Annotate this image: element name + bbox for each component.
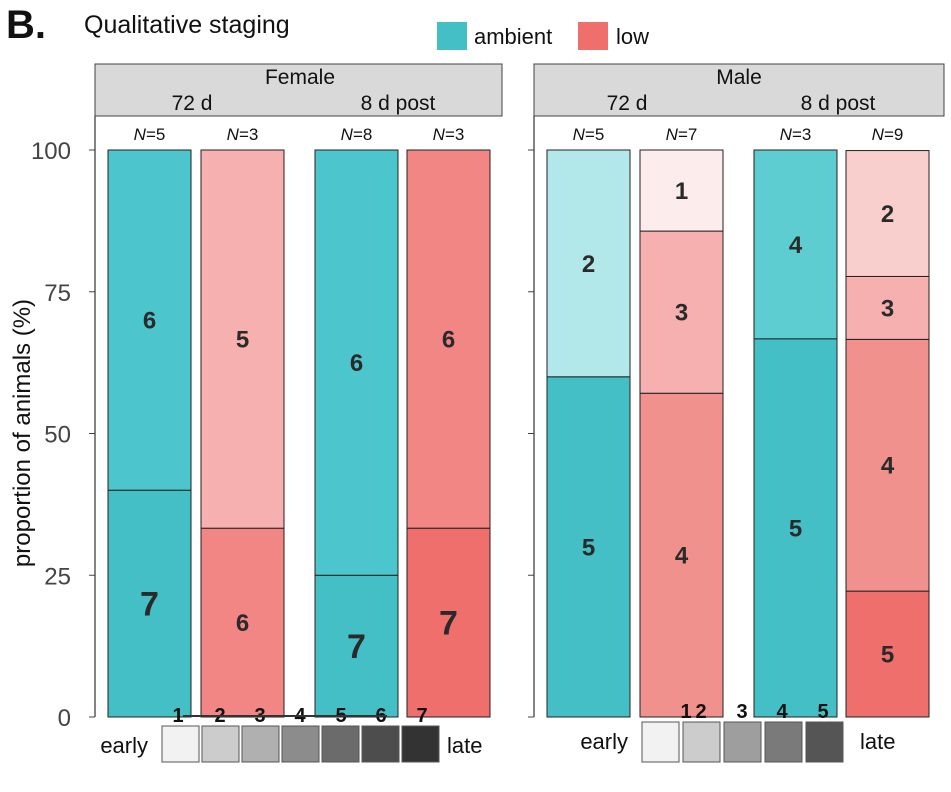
stage-scale-late-label: late [860,729,895,754]
sample-size-label: N=3 [227,125,259,144]
bar-segment-stage-label: 5 [582,534,595,561]
bar-segment [546,149,631,378]
bar-segment [753,149,838,340]
stage-scale-swatch [281,725,320,763]
legend-swatch-low [578,22,608,50]
bar-segment-stage-label: 2 [881,201,894,228]
stage-scale-number: 4 [776,701,788,723]
stage-scale-number: 3 [736,701,747,723]
bar-segment [845,150,930,277]
stage-scale-early-label: early [100,733,148,758]
stage-scale-number: 1 [680,701,691,723]
bar-segment-stage-label: 5 [789,515,802,542]
sample-size-label: N=9 [872,125,904,144]
bar-segment-stage-label: 4 [789,232,803,259]
stage-scale-early-label: early [580,729,628,754]
stage-scale-swatch [401,725,440,763]
chart-title: Qualitative staging [84,11,290,39]
bar-segment-stage-label: 6 [143,308,156,335]
sample-size-label: N=5 [573,125,605,144]
stage-scale-swatch [361,725,400,763]
stage-scale-late-label: late [447,733,482,758]
facet-strip-label: Female [265,66,335,89]
bar-segment [107,489,192,718]
stage-scale-number: 7 [416,705,427,727]
stage-scale-swatch [805,721,844,763]
bar-segment [753,338,838,718]
y-tick-label: 25 [44,563,71,590]
stage-scale-swatch [201,725,240,763]
bar-segment [845,590,930,718]
sample-size-label: N=8 [341,125,373,144]
bar-segment-stage-label: 7 [439,604,458,642]
legend: ambient low [437,22,649,50]
stage-scale-number: 1 [172,705,183,727]
bar-segment [200,527,285,718]
legend-label-ambient: ambient [474,24,552,49]
bar-segment-stage-label: 6 [442,326,455,353]
facet-timepoint-label: 8 d post [361,92,436,115]
sample-size-label: N=5 [134,125,166,144]
y-tick-label: 50 [44,422,71,449]
bar-segment [200,149,285,529]
sample-size-label: N=3 [433,125,465,144]
legend-label-low: low [616,24,649,49]
bar-segment-stage-label: 5 [236,326,249,353]
stage-scale-swatch [723,721,762,763]
sample-size-label: N=7 [666,125,698,144]
stage-scale-swatch [641,721,680,763]
stage-scale-swatch [764,721,803,763]
bar-segment [314,149,399,576]
bar-segment-stage-label: 1 [675,178,688,205]
bar-segment-stage-label: 6 [350,350,363,377]
bar-segment-stage-label: 4 [675,543,689,570]
bar-segment [107,149,192,491]
bar-segment-stage-label: 3 [881,295,894,322]
legend-swatch-ambient [437,22,467,50]
y-axis-title: proportion of animals (%) [9,299,36,567]
bar-segment [639,392,724,718]
facet-timepoint-label: 8 d post [801,92,876,115]
bar-segment-stage-label: 2 [582,251,595,278]
bar-segment [845,275,930,340]
bar-segment-stage-label: 3 [675,300,688,327]
y-tick-label: 0 [58,705,71,732]
stage-scale-swatch [682,721,721,763]
facet-timepoint-label: 72 d [607,92,648,115]
stage-scale-number: 5 [817,701,828,723]
bar-segment-stage-label: 7 [140,586,159,624]
sample-size-label: N=3 [780,125,812,144]
stage-scale-swatch [161,725,200,763]
y-tick-label: 75 [44,280,71,307]
bar-segment [406,527,491,718]
bar-segment [845,338,930,592]
stage-scale-swatch [321,725,360,763]
bar-segment [546,376,631,718]
bar-segment-stage-label: 5 [881,641,894,668]
stage-scale-swatch [241,725,280,763]
y-tick-label: 100 [31,138,71,165]
panel-label: B. [6,3,46,47]
bar-segment-stage-label: 4 [881,453,895,480]
facet-strip [94,63,503,117]
stage-scale-number: 2 [695,701,706,723]
facet-strip [533,63,945,117]
facet-strip-label: Male [716,66,762,89]
bar-segment-stage-label: 6 [236,610,249,637]
bar-segment-stage-label: 7 [347,628,366,666]
facet-timepoint-label: 72 d [172,92,213,115]
bar-segment [639,230,724,394]
bar-segment [406,149,491,529]
bar-segment [639,149,724,232]
